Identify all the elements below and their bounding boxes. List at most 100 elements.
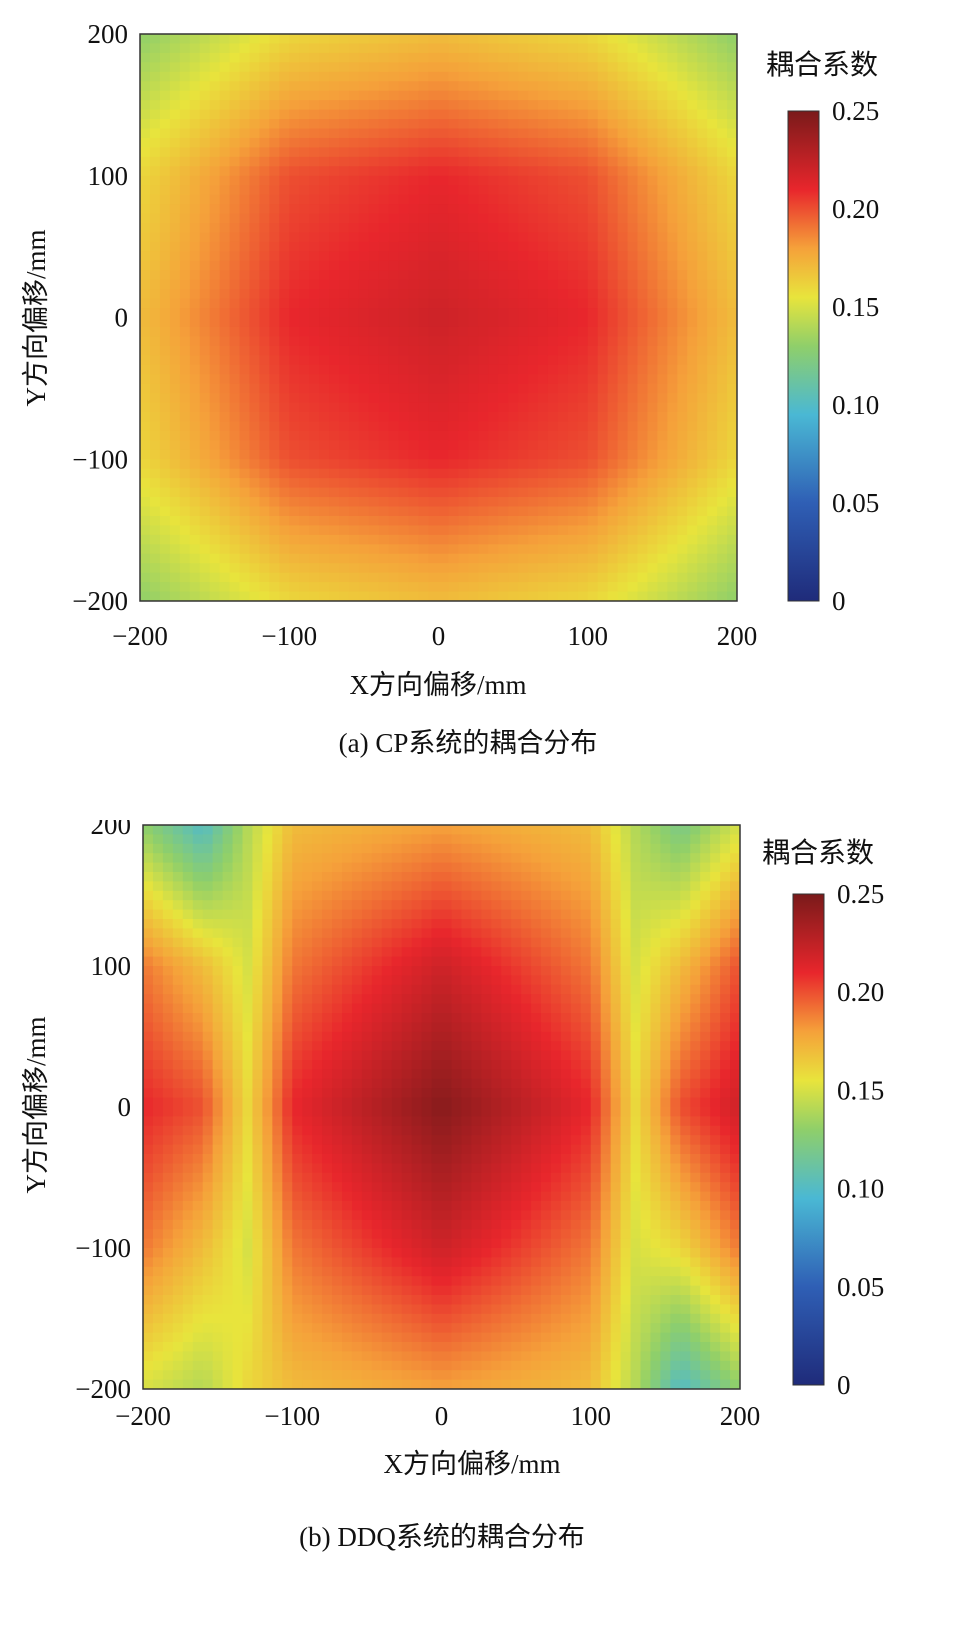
heatmap-cell [567, 166, 579, 177]
heatmap-cell [528, 232, 539, 243]
heatmap-cell [647, 421, 658, 432]
heatmap-cell [491, 975, 502, 986]
heatmap-cell [329, 147, 340, 158]
heatmap-cell [720, 937, 731, 948]
heatmap-cell [143, 1022, 154, 1033]
heatmap-cell [458, 449, 469, 460]
heatmap-cell [570, 956, 582, 967]
heatmap-cell [209, 279, 221, 290]
heatmap-cell [329, 515, 340, 526]
heatmap-cell [289, 260, 300, 271]
heatmap-cell [351, 928, 363, 939]
heatmap-cell [567, 487, 579, 498]
heatmap-cell [279, 515, 290, 526]
heatmap-cell [680, 1022, 691, 1033]
heatmap-cell [192, 900, 204, 911]
heatmap-cell [351, 1031, 363, 1042]
heatmap-cell [431, 909, 443, 920]
heatmap-cell [727, 421, 737, 432]
heatmap-cell [159, 440, 171, 451]
heatmap-cell [727, 430, 737, 441]
heatmap-cell [557, 317, 569, 328]
heatmap-cell [657, 100, 668, 111]
heatmap-cell [458, 52, 469, 63]
heatmap-cell [687, 128, 698, 139]
heatmap-cell [339, 421, 350, 432]
heatmap-cell [670, 919, 681, 929]
heatmap-cell [159, 364, 171, 375]
heatmap-cell [528, 100, 539, 111]
heatmap-cell [149, 572, 161, 583]
heatmap-cell [577, 62, 589, 73]
heatmap-cell [567, 383, 579, 394]
heatmap-cell [358, 156, 370, 167]
heatmap-cell [351, 975, 363, 986]
heatmap-cell [478, 43, 489, 54]
heatmap-cell [140, 213, 151, 224]
heatmap-cell [189, 582, 201, 593]
heatmap-cell [309, 534, 320, 545]
heatmap-cell [607, 43, 619, 54]
heatmap-cell [179, 71, 191, 82]
heatmap-cell [140, 412, 151, 423]
heatmap-cell [368, 100, 380, 111]
heatmap-cell [289, 449, 300, 460]
heatmap-cell [368, 326, 380, 337]
heatmap-cell [329, 478, 340, 489]
heatmap-cell [597, 260, 609, 271]
heatmap-cell [229, 119, 241, 130]
heatmap-cell [209, 43, 221, 54]
heatmap-cell [358, 449, 370, 460]
heatmap-cell [488, 468, 499, 479]
heatmap-cell [590, 975, 602, 986]
heatmap-cell [660, 862, 671, 873]
heatmap-cell [707, 393, 718, 404]
heatmap-cell [620, 919, 632, 929]
heatmap-cell [339, 204, 350, 215]
heatmap-cell [199, 383, 211, 394]
heatmap-cell [219, 52, 231, 63]
heatmap-cell [647, 34, 658, 45]
heatmap-cell [209, 430, 221, 441]
heatmap-cell [179, 90, 191, 101]
heatmap-cell [199, 251, 211, 262]
heatmap-cell [458, 336, 469, 347]
heatmap-cell [690, 872, 701, 882]
heatmap-cell [143, 937, 154, 948]
heatmap-cell [720, 928, 731, 939]
heatmap-cell [627, 534, 639, 545]
heatmap-cell [179, 393, 191, 404]
heatmap-cell [242, 900, 254, 911]
heatmap-cell [209, 374, 221, 385]
heatmap-cell [518, 553, 529, 564]
heatmap-cell [707, 175, 718, 186]
heatmap-cell [252, 984, 263, 995]
heatmap-cell [162, 966, 174, 976]
heatmap-cell [541, 1003, 552, 1014]
heatmap-cell [209, 336, 221, 347]
heatmap-cell [438, 137, 450, 148]
heatmap-cell [617, 194, 629, 205]
heatmap-cell [329, 468, 340, 479]
heatmap-cell [388, 185, 400, 196]
heatmap-cell [378, 591, 390, 601]
heatmap-cell [550, 975, 562, 986]
heatmap-cell [587, 572, 599, 583]
heatmap-cell [189, 241, 201, 252]
heatmap-cell [259, 100, 270, 111]
heatmap-cell [468, 364, 479, 375]
heatmap-cell [329, 260, 340, 271]
heatmap-cell [259, 81, 270, 92]
heatmap-cell [309, 591, 320, 601]
heatmap-cell [597, 591, 609, 601]
heatmap-cell [408, 317, 420, 328]
heatmap-cell [292, 843, 303, 854]
heatmap-cell [547, 374, 559, 385]
heatmap-cell [378, 232, 390, 243]
heatmap-cell [521, 1022, 532, 1033]
heatmap-cell [408, 175, 420, 186]
heatmap-cell [518, 515, 529, 526]
heatmap-cell [590, 900, 602, 911]
heatmap-cell [391, 1031, 403, 1042]
heatmap-cell [179, 374, 191, 385]
